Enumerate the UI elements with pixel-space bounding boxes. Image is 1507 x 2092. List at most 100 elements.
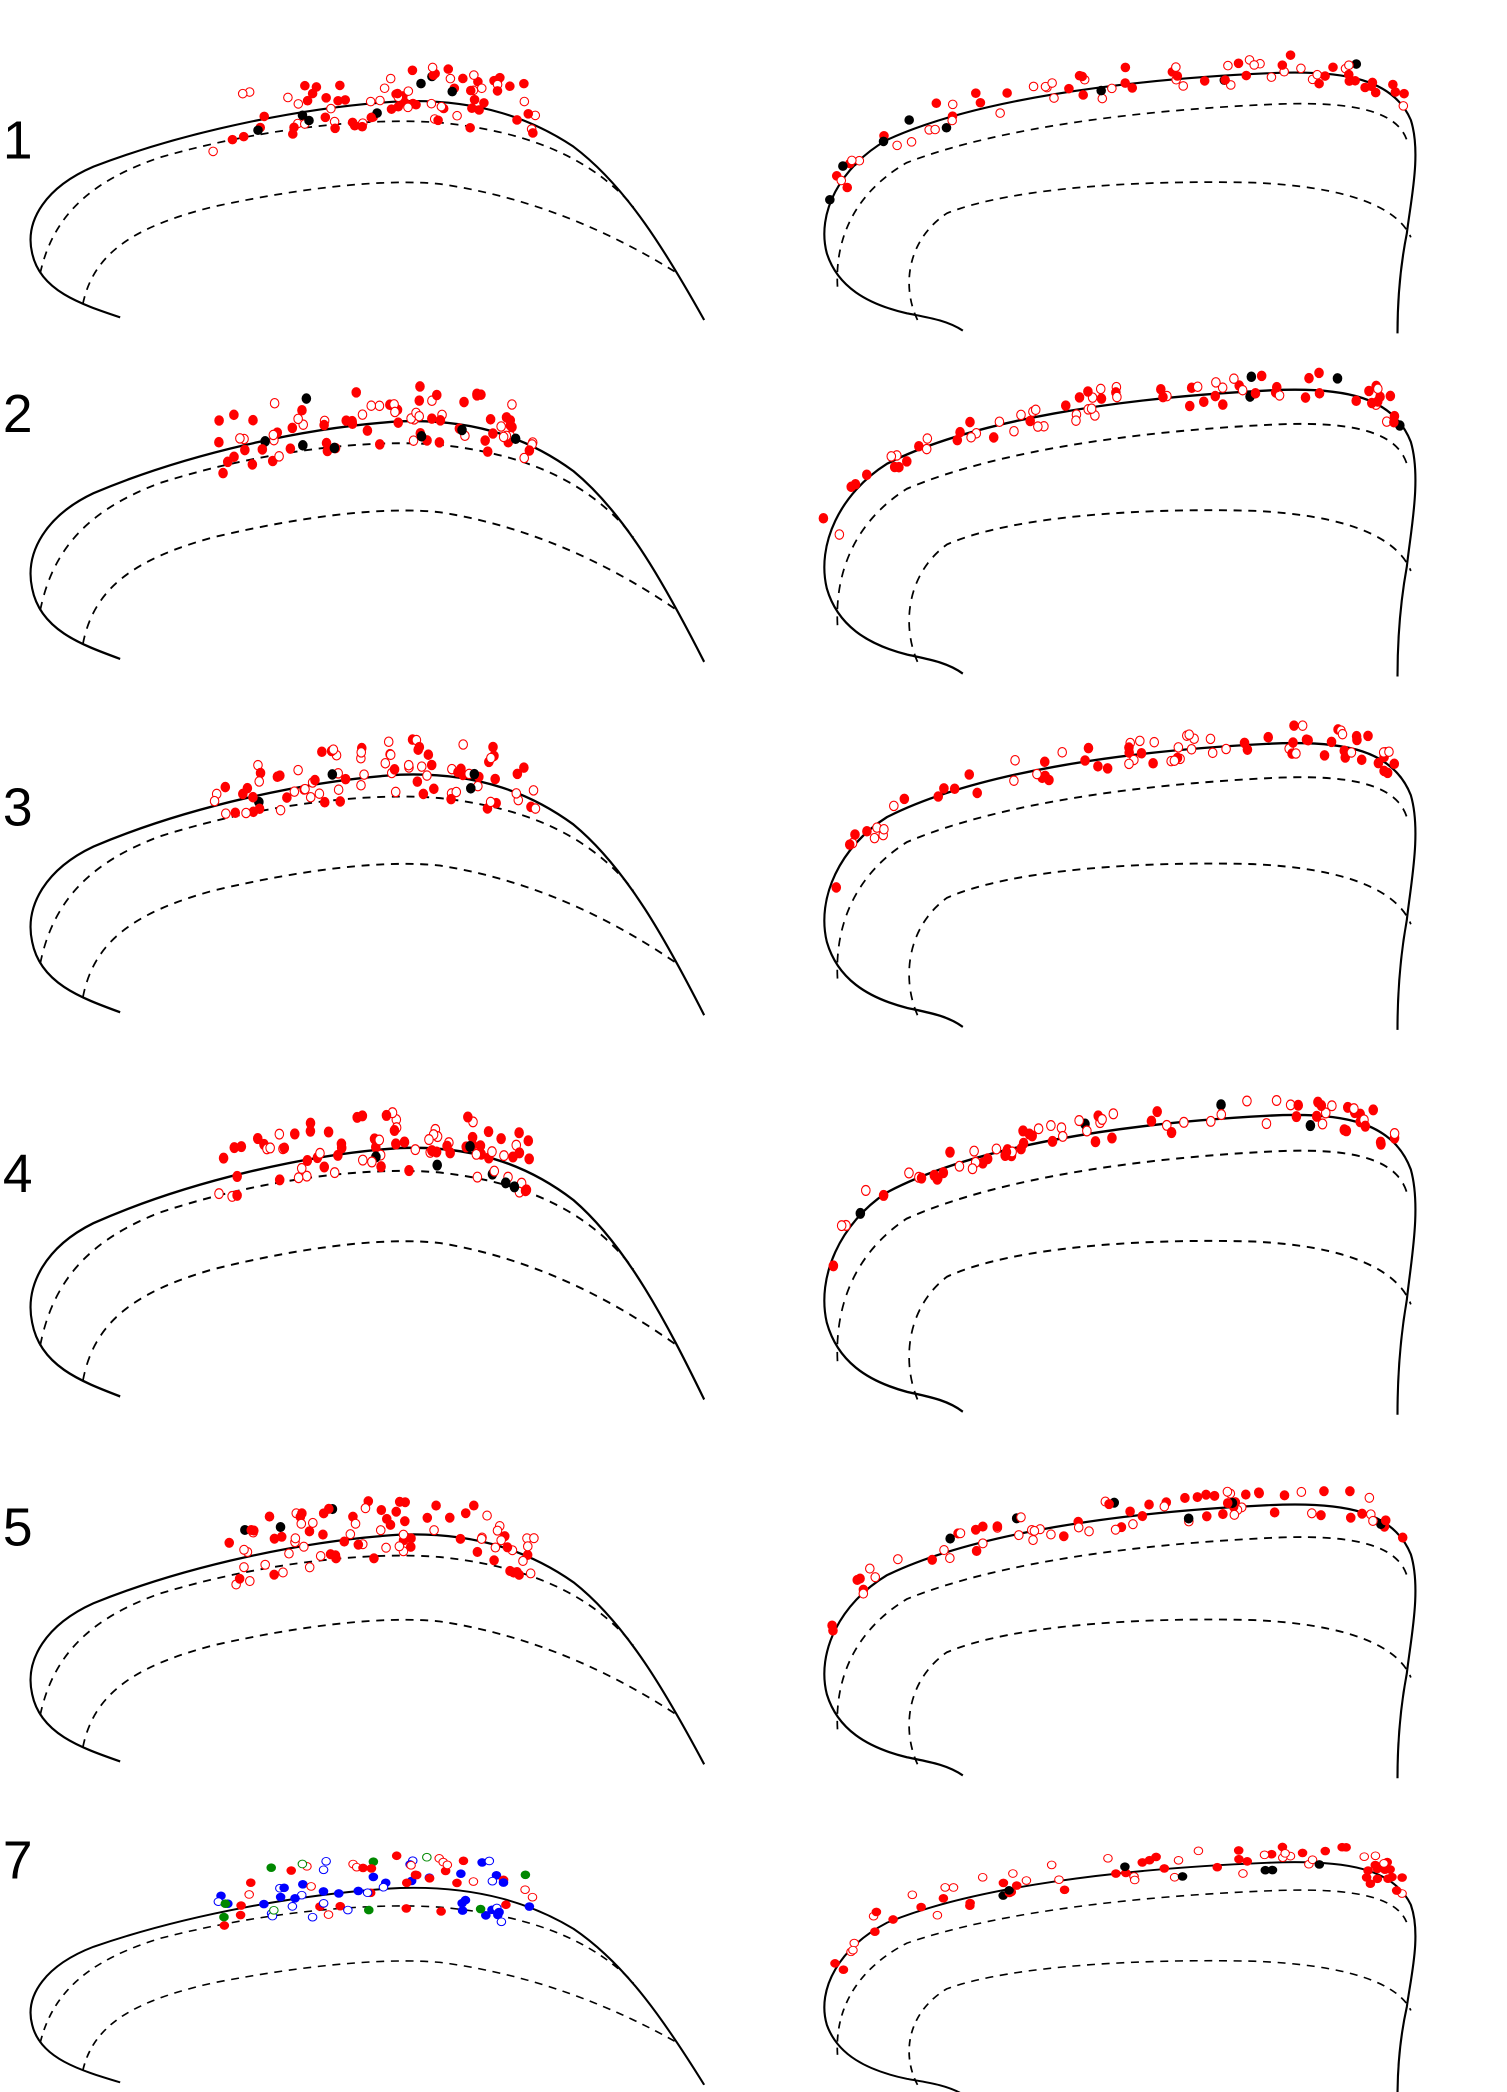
cell-dot bbox=[466, 124, 475, 133]
cell-dot bbox=[1028, 1131, 1037, 1141]
cell-dot bbox=[1180, 1117, 1189, 1127]
cell-dot bbox=[280, 1884, 289, 1892]
cell-dot bbox=[390, 1126, 399, 1136]
cell-dot bbox=[887, 452, 896, 461]
cell-dot bbox=[932, 99, 941, 108]
cell-dot bbox=[209, 147, 218, 156]
cell-dot bbox=[1047, 1530, 1056, 1539]
cell-dot bbox=[1012, 1882, 1021, 1890]
cell-dot bbox=[368, 1157, 377, 1167]
cell-dot bbox=[383, 1514, 392, 1523]
cell-dot bbox=[1026, 416, 1035, 425]
cell-dot bbox=[446, 1148, 455, 1158]
cell-dot bbox=[905, 116, 914, 125]
cell-dot bbox=[1286, 51, 1295, 60]
cell-dot bbox=[1315, 389, 1324, 398]
cell-dot bbox=[1005, 1887, 1014, 1895]
cell-dot bbox=[525, 1903, 534, 1911]
cell-dot bbox=[363, 426, 372, 435]
cell-dot bbox=[365, 1906, 374, 1914]
cell-dot bbox=[302, 394, 311, 403]
cell-dot bbox=[485, 1857, 494, 1865]
cell-dot bbox=[301, 81, 310, 90]
cell-dot bbox=[1297, 1487, 1306, 1496]
cell-dot bbox=[230, 452, 239, 461]
cell-dot bbox=[433, 390, 442, 399]
cell-dot bbox=[307, 1883, 316, 1891]
cell-dot bbox=[497, 1918, 506, 1926]
cell-dot bbox=[1094, 762, 1103, 771]
cell-dot bbox=[415, 396, 424, 405]
cell-dot bbox=[470, 769, 479, 778]
cell-dot bbox=[1305, 373, 1314, 382]
cell-dot bbox=[1230, 374, 1239, 383]
cell-dot bbox=[1386, 1866, 1395, 1874]
cell-dot bbox=[344, 1906, 353, 1914]
cell-dot bbox=[862, 1186, 871, 1196]
cell-dot bbox=[1050, 94, 1059, 103]
cell-dot bbox=[377, 1506, 386, 1515]
cell-dot bbox=[499, 1879, 508, 1887]
cell-dot bbox=[306, 1118, 315, 1128]
cell-dot bbox=[1222, 744, 1231, 753]
cell-dot bbox=[311, 775, 320, 784]
cell-dot bbox=[1262, 1119, 1271, 1129]
cell-dot bbox=[286, 444, 295, 453]
cell-dot bbox=[1125, 759, 1134, 768]
cell-dot bbox=[1380, 1860, 1389, 1868]
cell-dot bbox=[1200, 77, 1209, 86]
cell-dot bbox=[273, 772, 282, 781]
cell-dot bbox=[1029, 1536, 1038, 1545]
cell-dot bbox=[275, 1175, 284, 1185]
cell-dot bbox=[287, 1867, 296, 1875]
cell-dot bbox=[1041, 771, 1050, 780]
cell-dot bbox=[1047, 1861, 1056, 1869]
cell-dot bbox=[470, 1501, 479, 1510]
cell-dot bbox=[375, 401, 384, 410]
cell-dot bbox=[905, 1168, 914, 1178]
cell-dot bbox=[1125, 743, 1134, 752]
cell-dot bbox=[1270, 1508, 1279, 1517]
cell-dot bbox=[1128, 84, 1137, 93]
cell-dot bbox=[483, 447, 492, 456]
cell-dot bbox=[334, 785, 343, 794]
dots bbox=[225, 1487, 1407, 1635]
cell-dot bbox=[300, 1542, 309, 1551]
cell-dot bbox=[236, 434, 245, 443]
cell-dot bbox=[405, 1166, 414, 1176]
cell-dot bbox=[1187, 745, 1196, 754]
cell-dot bbox=[269, 430, 278, 439]
cell-dot bbox=[948, 116, 957, 125]
cell-dot bbox=[1185, 730, 1194, 739]
left-section bbox=[31, 421, 705, 662]
cell-dot bbox=[412, 100, 421, 109]
panel-label: 7 bbox=[3, 1832, 33, 1891]
cell-dot bbox=[1360, 1853, 1369, 1861]
cell-dot bbox=[235, 1574, 244, 1583]
cell-dot bbox=[1346, 1487, 1355, 1496]
cell-dot bbox=[493, 1526, 502, 1535]
panel bbox=[31, 1862, 1416, 2092]
cell-dot bbox=[466, 1142, 475, 1152]
cell-dot bbox=[526, 1569, 535, 1578]
cell-dot bbox=[446, 1513, 455, 1522]
cell-dot bbox=[298, 1860, 307, 1868]
cell-dot bbox=[521, 1886, 530, 1894]
cell-dot bbox=[1290, 721, 1299, 730]
cell-dot bbox=[367, 1865, 376, 1873]
right-section bbox=[824, 1504, 1415, 1778]
cell-dot bbox=[1281, 1850, 1290, 1858]
cell-dot bbox=[1213, 1863, 1222, 1871]
left-section bbox=[31, 1534, 705, 1764]
cell-dot bbox=[425, 1874, 434, 1882]
cell-dot bbox=[513, 116, 522, 125]
cell-dot bbox=[387, 105, 396, 114]
cell-dot bbox=[506, 82, 515, 91]
cell-dot bbox=[434, 116, 443, 125]
cell-dot bbox=[435, 438, 444, 447]
cell-dot bbox=[341, 774, 350, 783]
cell-dot bbox=[382, 1111, 391, 1121]
cell-dot bbox=[276, 1893, 285, 1901]
cell-dot bbox=[940, 784, 949, 793]
cell-dot bbox=[942, 123, 951, 132]
